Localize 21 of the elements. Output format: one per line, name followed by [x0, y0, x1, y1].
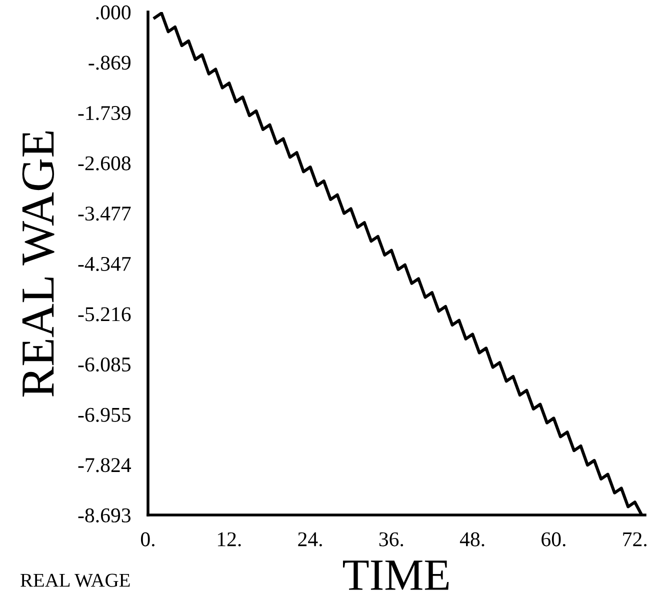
x-tick-label: 12. — [218, 532, 241, 546]
y-tick-label: -3.477 — [78, 206, 131, 221]
y-tick-label: -1.739 — [78, 106, 130, 120]
y-tick-label: -8.693 — [78, 508, 131, 523]
y-tick-label: -.869 — [88, 56, 130, 70]
x-tick-label: 60. — [542, 532, 566, 546]
x-tick-label: 48. — [460, 532, 484, 546]
x-tick-label: 36. — [379, 532, 404, 546]
y-axis-title: REAL WAGE — [22, 131, 54, 397]
y-tick-label: -6.955 — [78, 408, 131, 422]
y-tick-label: -2.608 — [78, 156, 131, 170]
y-tick-label: -6.085 — [78, 357, 131, 372]
y-tick-label: .000 — [96, 5, 131, 20]
x-tick-label: 24. — [298, 532, 322, 546]
x-tick-label: 72. — [623, 532, 647, 546]
y-tick-label: -7.824 — [78, 458, 132, 472]
y-tick-label: -4.347 — [78, 256, 131, 272]
x-axis-title: TIME — [343, 560, 449, 590]
text: REAL WAGE — [20, 574, 130, 587]
y-tick-label: -5.216 — [78, 307, 131, 322]
x-tick-label: 0. — [140, 532, 154, 546]
